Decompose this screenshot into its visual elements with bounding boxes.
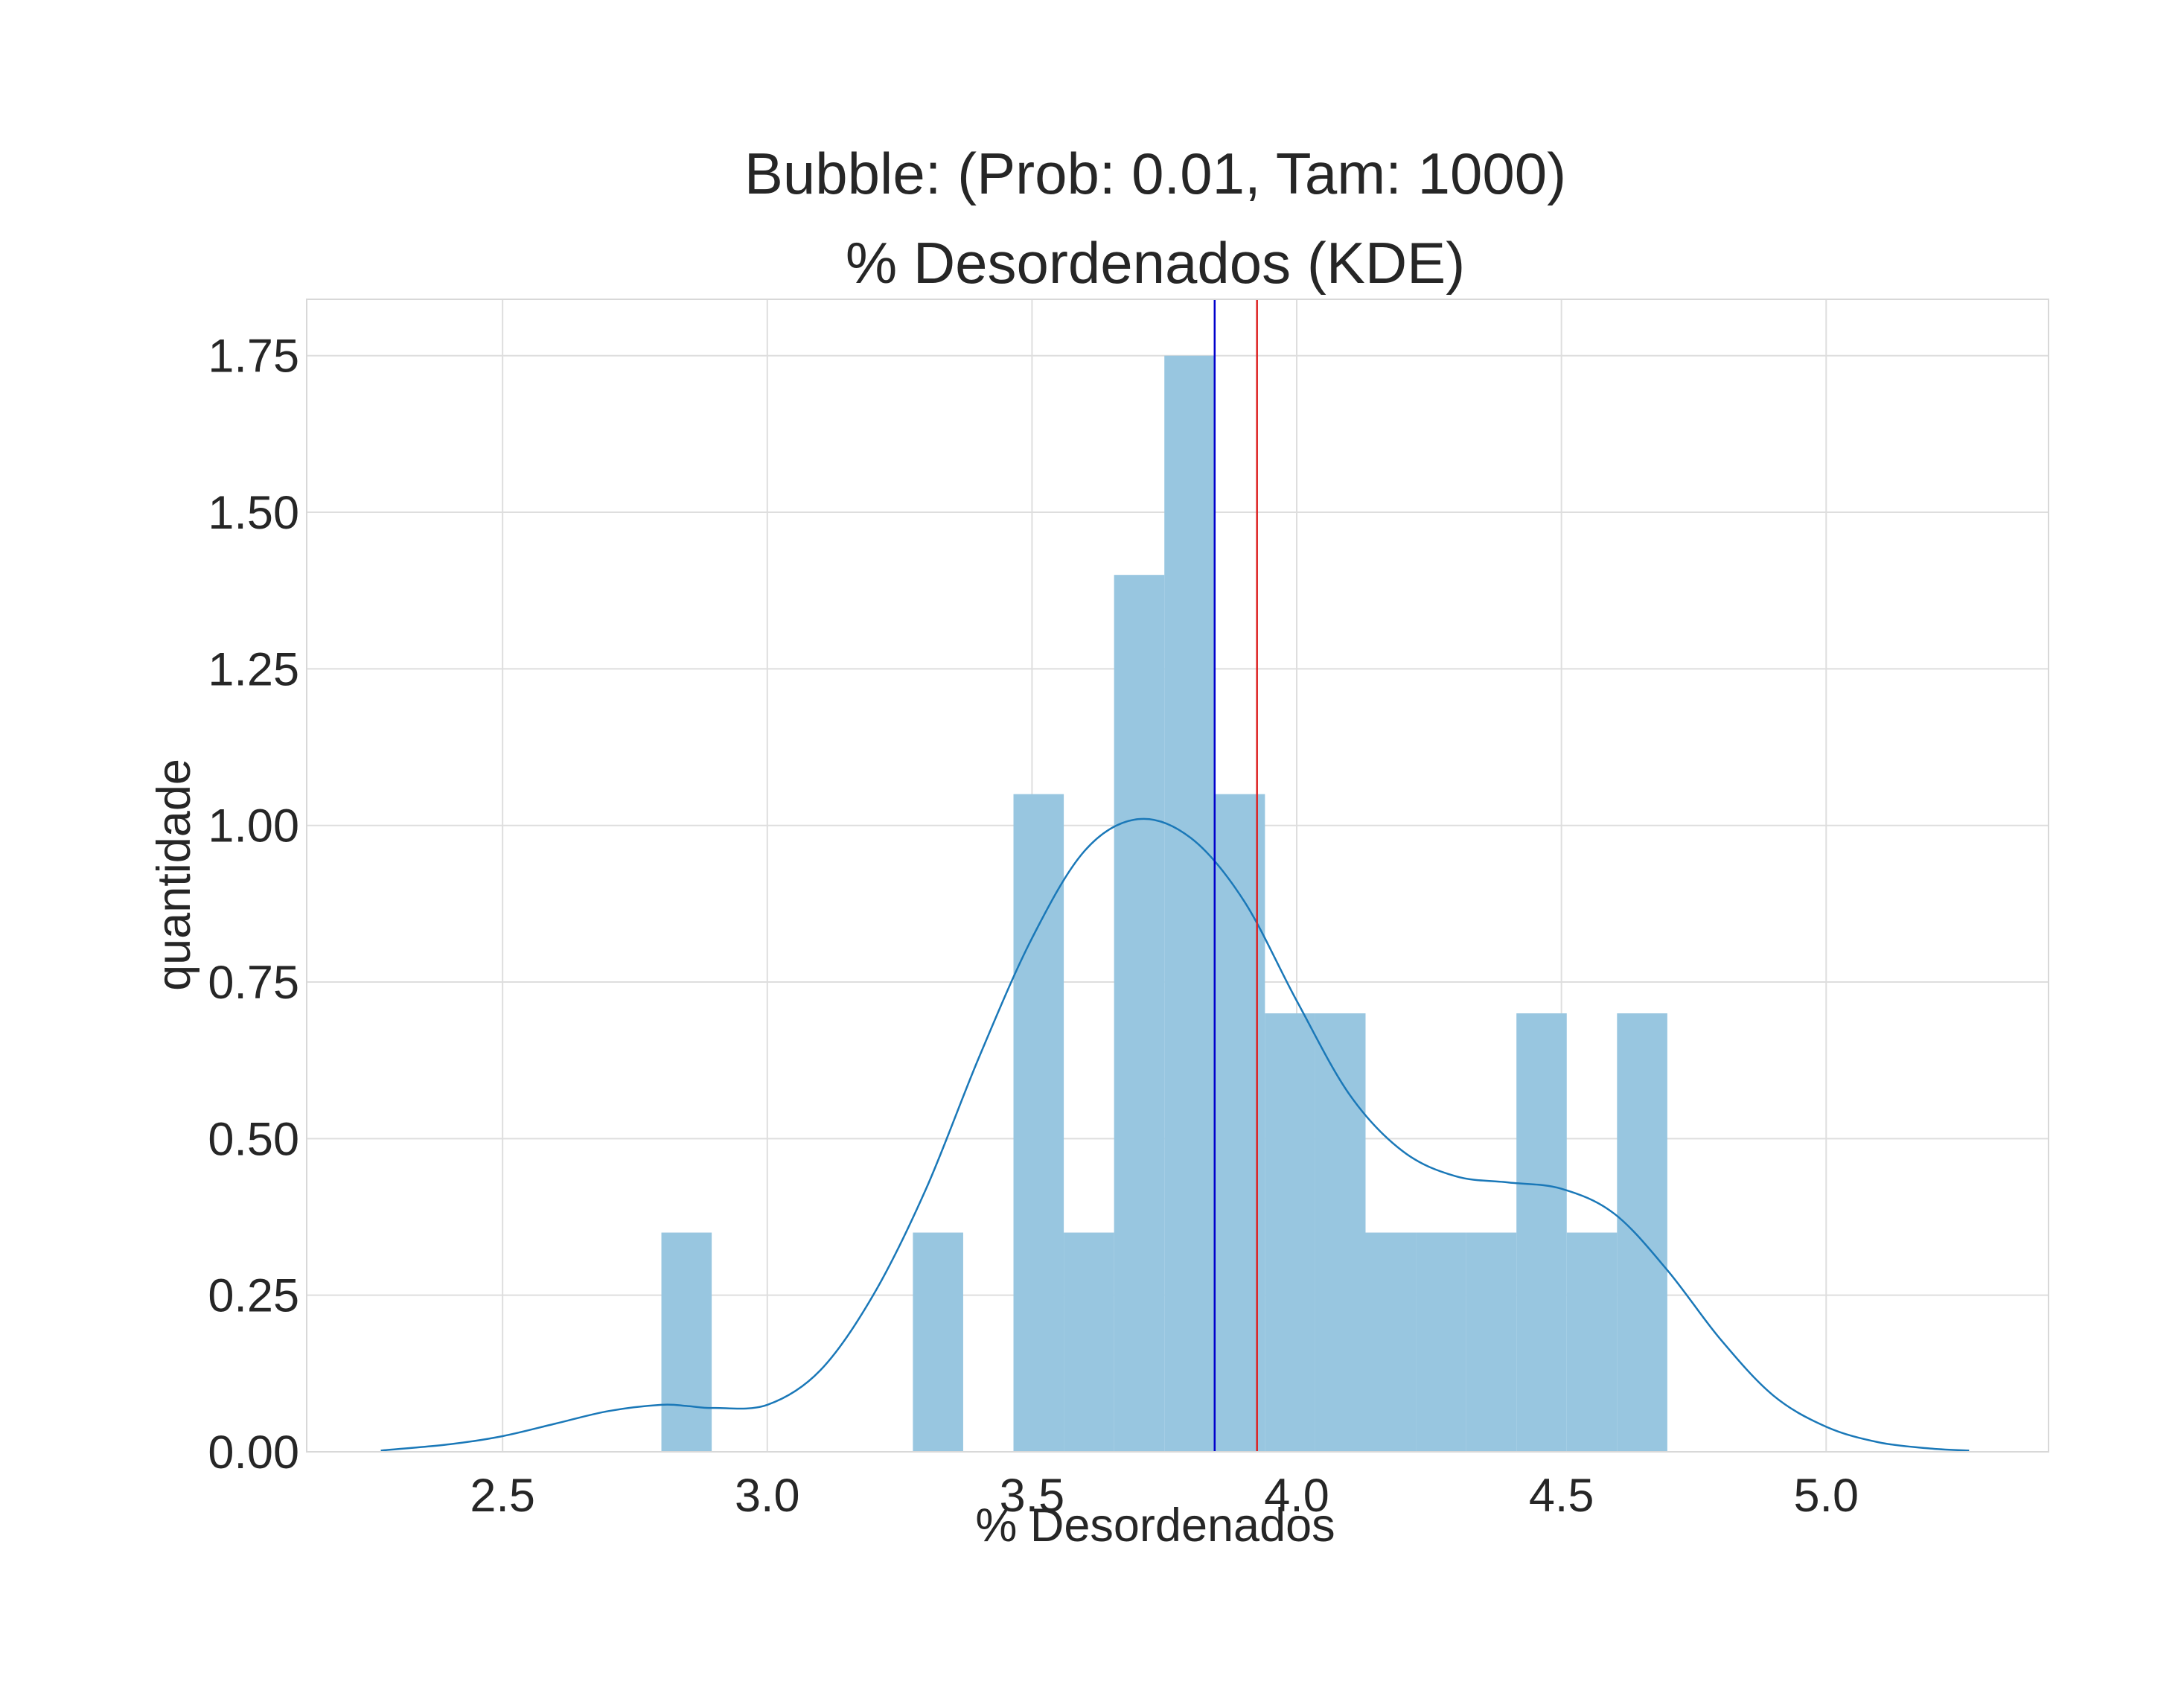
y-tick-label: 1.50 (208, 487, 299, 539)
y-axis-label: quantidade (148, 759, 200, 991)
histogram-bar (1164, 355, 1215, 1452)
plot-frame (306, 299, 2049, 1453)
y-tick-label: 0.75 (208, 957, 299, 1009)
kde-curve-layer (380, 817, 1970, 1452)
histogram-bars (661, 355, 1667, 1453)
kde-curve (380, 817, 1970, 1452)
histogram-bar (1265, 1013, 1315, 1452)
histogram-bar (1416, 1232, 1466, 1452)
histogram-bar (1466, 1232, 1517, 1452)
x-tick-label: 4.5 (1529, 1470, 1594, 1522)
x-tick-label: 2.5 (470, 1470, 535, 1522)
histogram-bar (1365, 1232, 1417, 1452)
x-tick-label: 5.0 (1793, 1470, 1859, 1522)
y-tick-label: 0.00 (208, 1426, 299, 1479)
y-tick-label: 0.50 (208, 1113, 299, 1165)
x-axis-label: % Desordenados (975, 1499, 1335, 1552)
x-tick-label: 3.5 (1000, 1470, 1065, 1522)
y-tick-label: 0.25 (208, 1270, 299, 1322)
x-tick-labels: 2.5 3.0 3.5 4.0 4.5 5.0 (470, 1470, 1859, 1522)
histogram-bar (1013, 794, 1064, 1452)
reference-lines (1213, 299, 1258, 1452)
histogram-bar (1114, 575, 1165, 1453)
histogram-bar (661, 1232, 712, 1452)
y-tick-labels: 0.00 0.25 0.50 0.75 1.00 1.25 1.50 1.75 (208, 331, 299, 1479)
chart-title-line-1: Bubble: (Prob: 0.01, Tam: 1000) (744, 141, 1566, 206)
histogram-bar (913, 1232, 963, 1452)
histogram-bar (1064, 1232, 1114, 1452)
y-tick-label: 1.25 (208, 643, 299, 695)
histogram-bar (1516, 1013, 1567, 1452)
y-tick-label: 1.00 (208, 800, 299, 852)
histogram-bar (1617, 1013, 1667, 1452)
histogram-bar (1566, 1232, 1618, 1452)
chart-title-line-2: % Desordenados (KDE) (846, 230, 1465, 296)
y-tick-label: 1.75 (208, 331, 299, 383)
x-tick-label: 4.0 (1264, 1470, 1329, 1522)
histogram-bar (1315, 1013, 1366, 1452)
x-tick-label: 3.0 (735, 1470, 800, 1522)
